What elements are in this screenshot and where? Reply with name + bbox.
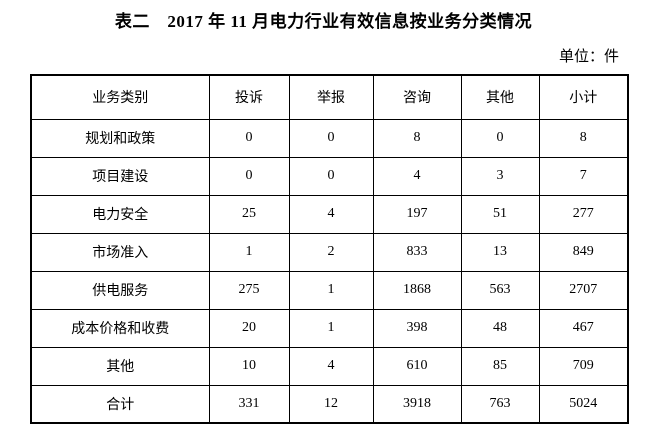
table-row: 市场准入 1 2 833 13 849 <box>30 232 629 272</box>
table-row-total: 合计 331 12 3918 763 5024 <box>30 384 629 424</box>
column-header-subtotal: 小计 <box>538 74 629 120</box>
cell-value: 3 <box>460 156 540 196</box>
cell-value: 0 <box>460 118 540 158</box>
cell-value: 7 <box>538 156 629 196</box>
cell-value: 331 <box>208 384 290 424</box>
row-category: 规划和政策 <box>30 118 210 158</box>
row-category: 供电服务 <box>30 270 210 310</box>
cell-value: 2 <box>288 232 374 272</box>
cell-value: 51 <box>460 194 540 234</box>
cell-value: 610 <box>372 346 462 386</box>
table-row: 其他 10 4 610 85 709 <box>30 346 629 386</box>
cell-value: 13 <box>460 232 540 272</box>
cell-value: 563 <box>460 270 540 310</box>
cell-value: 10 <box>208 346 290 386</box>
cell-value: 3918 <box>372 384 462 424</box>
cell-value: 0 <box>288 156 374 196</box>
cell-value: 25 <box>208 194 290 234</box>
row-category: 其他 <box>30 346 210 386</box>
cell-value: 4 <box>288 346 374 386</box>
cell-value: 5024 <box>538 384 629 424</box>
cell-value: 0 <box>208 156 290 196</box>
cell-value: 0 <box>208 118 290 158</box>
header-row: 业务类别 投诉 举报 咨询 其他 小计 <box>30 74 629 120</box>
cell-value: 709 <box>538 346 629 386</box>
column-header-consultations: 咨询 <box>372 74 462 120</box>
table-title: 表二 2017 年 11 月电力行业有效信息按业务分类情况 <box>114 12 533 31</box>
cell-value: 197 <box>372 194 462 234</box>
table-row: 规划和政策 0 0 8 0 8 <box>30 118 629 158</box>
column-header-category: 业务类别 <box>30 74 210 120</box>
business-category-table: 业务类别 投诉 举报 咨询 其他 小计 规划和政策 0 0 8 0 8 项目建设… <box>30 74 629 424</box>
cell-value: 277 <box>538 194 629 234</box>
cell-value: 763 <box>460 384 540 424</box>
cell-value: 85 <box>460 346 540 386</box>
cell-value: 275 <box>208 270 290 310</box>
table-row: 成本价格和收费 20 1 398 48 467 <box>30 308 629 348</box>
cell-value: 1 <box>288 270 374 310</box>
cell-value: 8 <box>372 118 462 158</box>
cell-value: 1868 <box>372 270 462 310</box>
cell-value: 8 <box>538 118 629 158</box>
cell-value: 20 <box>208 308 290 348</box>
cell-value: 0 <box>288 118 374 158</box>
cell-value: 4 <box>288 194 374 234</box>
cell-value: 48 <box>460 308 540 348</box>
cell-value: 398 <box>372 308 462 348</box>
cell-value: 1 <box>288 308 374 348</box>
row-category: 成本价格和收费 <box>30 308 210 348</box>
column-header-reports: 举报 <box>288 74 374 120</box>
table-row: 项目建设 0 0 4 3 7 <box>30 156 629 196</box>
row-category: 市场准入 <box>30 232 210 272</box>
column-header-other: 其他 <box>460 74 540 120</box>
cell-value: 12 <box>288 384 374 424</box>
cell-value: 467 <box>538 308 629 348</box>
cell-value: 4 <box>372 156 462 196</box>
column-header-complaints: 投诉 <box>208 74 290 120</box>
cell-value: 2707 <box>538 270 629 310</box>
cell-value: 833 <box>372 232 462 272</box>
table-row: 电力安全 25 4 197 51 277 <box>30 194 629 234</box>
cell-value: 1 <box>208 232 290 272</box>
unit-label: 单位：件 <box>558 49 619 65</box>
row-category: 项目建设 <box>30 156 210 196</box>
table-row: 供电服务 275 1 1868 563 2707 <box>30 270 629 310</box>
cell-value: 849 <box>538 232 629 272</box>
row-category: 合计 <box>30 384 210 424</box>
row-category: 电力安全 <box>30 194 210 234</box>
